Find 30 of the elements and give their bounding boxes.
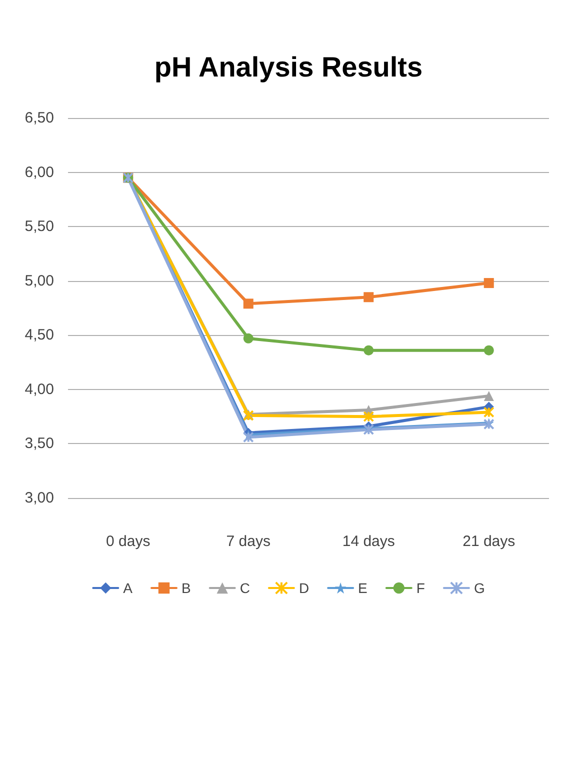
point [364, 345, 374, 356]
x-tick-label: 0 days [106, 533, 150, 550]
legend-label: F [416, 580, 425, 596]
legend-label: D [298, 580, 310, 596]
y-tick-label: 4,00 [24, 380, 54, 398]
y-tick-label: 6,50 [24, 110, 54, 126]
point [363, 411, 374, 422]
point [484, 345, 494, 356]
y-tick-label: 3,50 [24, 435, 54, 452]
point [243, 333, 254, 344]
point [483, 406, 494, 418]
point [484, 278, 494, 288]
legend-label: C [240, 580, 250, 596]
legend-label: E [358, 580, 368, 596]
y-tick-label: 5,50 [24, 218, 54, 236]
point [484, 390, 494, 401]
point [243, 298, 254, 309]
point [242, 432, 254, 443]
legend-label: G [474, 580, 485, 596]
x-tick-label: 7 days [226, 533, 270, 550]
y-tick-label: 3,00 [24, 490, 54, 506]
y-tick-label: 6,00 [24, 164, 54, 181]
point [364, 292, 374, 302]
y-tick-label: 5,00 [24, 272, 54, 290]
chart-title: pH Analysis Results [154, 52, 423, 82]
x-tick-label: 14 days [342, 533, 395, 550]
x-tick-label: 21 days [462, 533, 516, 550]
legend-label: B [182, 580, 191, 596]
y-tick-label: 4,50 [24, 326, 54, 344]
legend-label: A [123, 580, 134, 596]
